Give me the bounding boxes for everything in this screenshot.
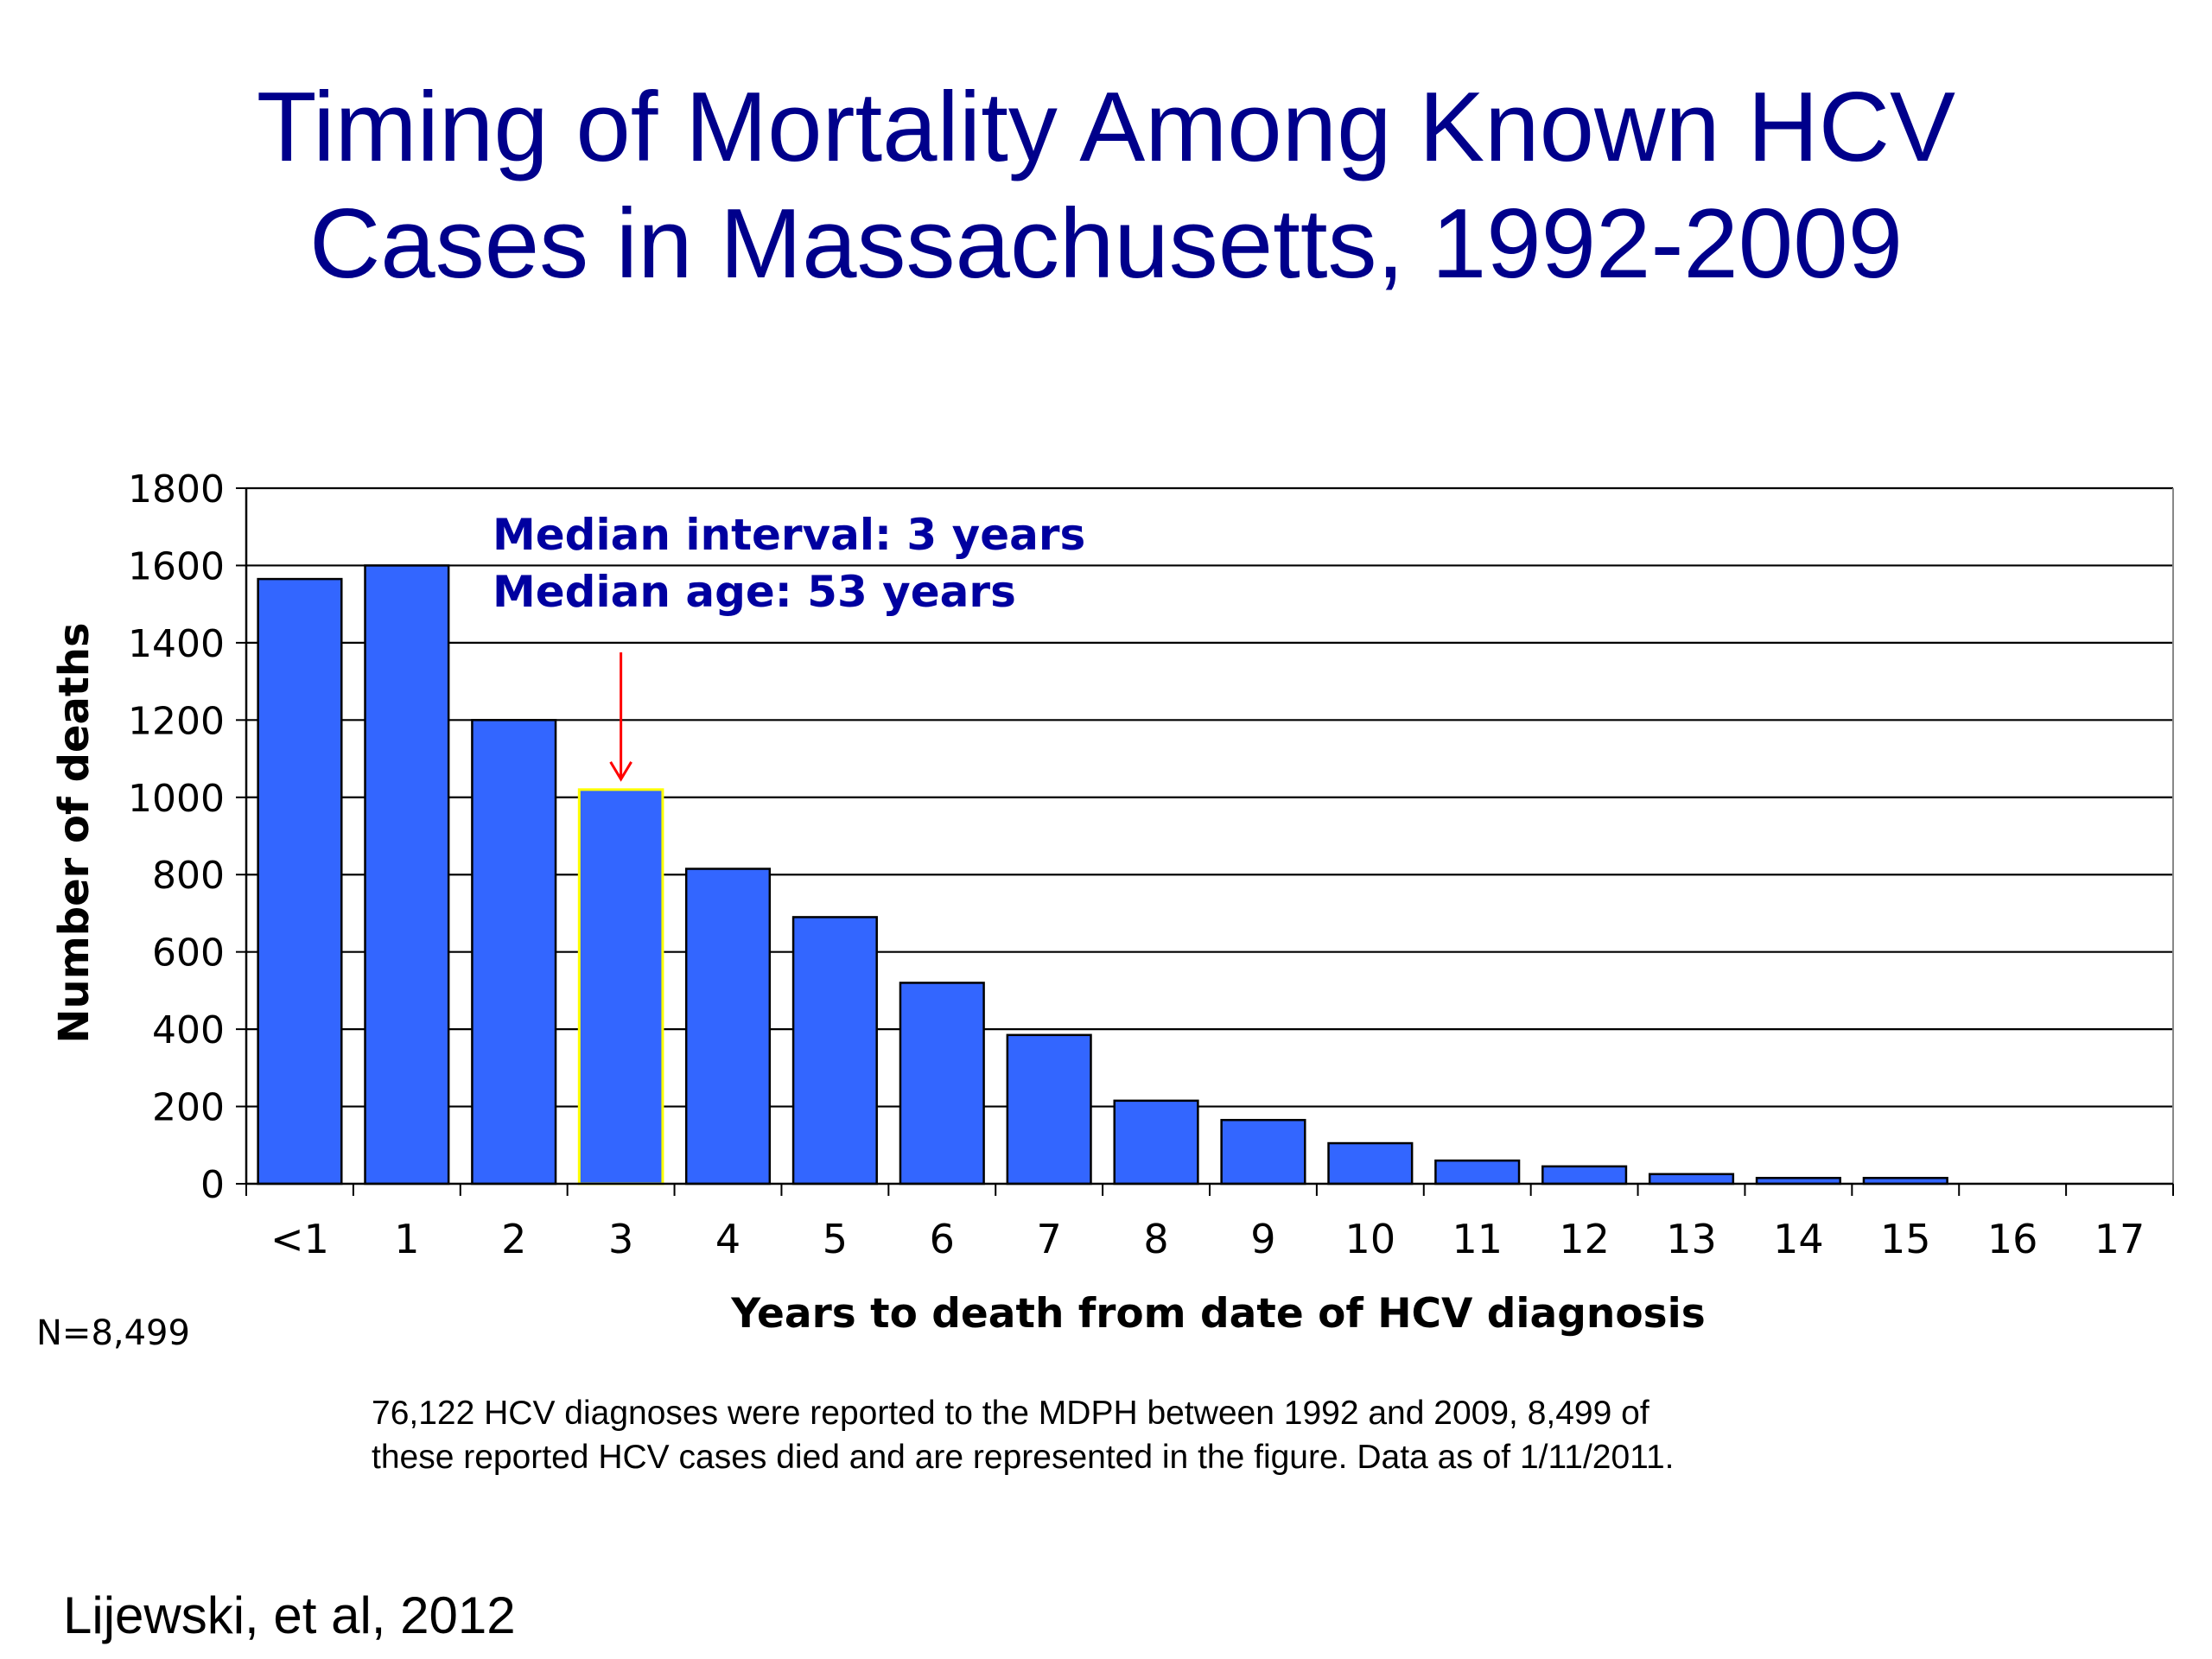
bar-5: [791, 916, 878, 1185]
x-tick-label: 10: [1345, 1216, 1396, 1262]
median-interval-annotation: Median interval: 3 years: [493, 510, 1086, 560]
x-tick-label: 8: [1143, 1216, 1168, 1262]
x-tick-label: 16: [1987, 1216, 2038, 1262]
citation: Lijewski, et al, 2012: [63, 1586, 516, 1644]
bar-9: [1220, 1118, 1306, 1185]
y-tick-label: 800: [152, 854, 225, 898]
y-tick-label: 1200: [128, 699, 225, 743]
footnote-line-1: 76,122 HCV diagnoses were reported to th…: [372, 1395, 1649, 1432]
x-tick-label: 17: [2094, 1216, 2145, 1262]
bar-10: [1327, 1141, 1414, 1185]
y-tick-label: 1800: [128, 467, 225, 512]
footnote-line-2: these reported HCV cases died and are re…: [372, 1439, 1675, 1476]
median-arrow: [609, 652, 632, 782]
x-tick-label: 14: [1773, 1216, 1824, 1262]
x-tick-label: 6: [930, 1216, 955, 1262]
x-tick-label: 3: [608, 1216, 633, 1262]
y-tick-label: 1400: [128, 622, 225, 666]
bar-12: [1541, 1165, 1628, 1185]
bar-1: [364, 564, 450, 1185]
bars: [257, 564, 1948, 1185]
y-tick-label: 600: [152, 931, 225, 976]
sample-size-label: N=8,499: [36, 1313, 190, 1353]
chart-title: Timing of Mortality Among Known HCV Case…: [0, 69, 2212, 302]
bar-11: [1434, 1159, 1521, 1185]
bar-2: [471, 719, 557, 1185]
y-tick-label: 1000: [128, 777, 225, 821]
x-tick-label: 9: [1250, 1216, 1275, 1262]
x-tick-label: <1: [270, 1216, 329, 1262]
bar-13: [1648, 1173, 1735, 1185]
x-axis-label: Years to death from date of HCV diagnosi…: [730, 1290, 1705, 1338]
x-tick-label: 1: [394, 1216, 419, 1262]
bar-4: [684, 868, 772, 1185]
y-axis-label: Number of deaths: [50, 622, 99, 1043]
y-tick-label: 0: [200, 1163, 225, 1207]
bar-8: [1113, 1099, 1199, 1185]
title-line-1: Timing of Mortality Among Known HCV: [256, 73, 1956, 182]
bar-6: [899, 982, 985, 1185]
x-tick-label: 13: [1666, 1216, 1717, 1262]
footnote: 76,122 HCV diagnoses were reported to th…: [372, 1391, 1927, 1479]
bar-3: [577, 788, 664, 1185]
x-tick-label: 2: [501, 1216, 526, 1262]
x-tick-label: 11: [1452, 1216, 1503, 1262]
x-tick-label: 15: [1880, 1216, 1931, 1262]
gridlines: [246, 486, 2173, 1108]
y-tick-label: 1600: [128, 544, 225, 588]
arrow-head: [609, 761, 632, 782]
x-tick-label: 7: [1037, 1216, 1062, 1262]
x-tick-label: 5: [823, 1216, 848, 1262]
title-line-2: Cases in Massachusetts, 1992-2009: [308, 189, 1904, 299]
median-age-annotation: Median age: 53 years: [493, 567, 1016, 617]
y-tick-label: 200: [152, 1086, 225, 1130]
x-tick-label: 12: [1559, 1216, 1610, 1262]
bar-7: [1006, 1033, 1092, 1185]
x-tick-label: 4: [715, 1216, 741, 1262]
bar-<1: [257, 577, 343, 1185]
y-tick-label: 400: [152, 1008, 225, 1052]
